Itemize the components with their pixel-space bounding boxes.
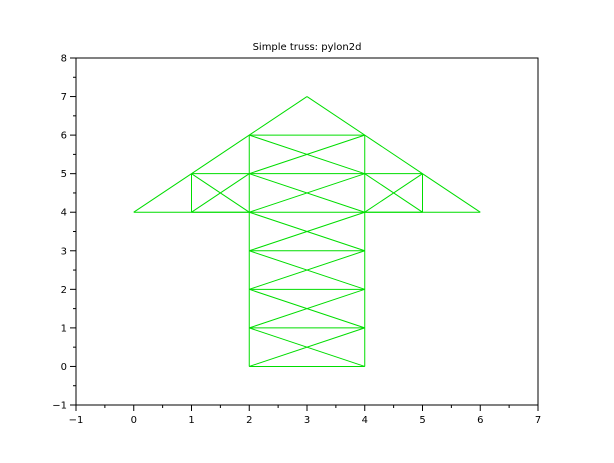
y-axis: −1 0 1 2 3 4 5 6 7 8 — [52, 54, 76, 412]
truss-member — [422, 173, 481, 213]
x-tick-label: 3 — [304, 415, 310, 426]
truss-member — [306, 96, 423, 175]
truss-member — [364, 173, 423, 213]
truss-member — [249, 211, 365, 252]
y-tick-label: 8 — [61, 54, 67, 65]
x-tick-label: 5 — [419, 415, 425, 426]
truss-member — [249, 288, 365, 329]
x-tick-label: 0 — [131, 415, 137, 426]
y-tick-label: 4 — [61, 208, 67, 219]
truss-member — [191, 173, 250, 213]
truss-member — [133, 173, 192, 213]
x-tick-label: 6 — [477, 415, 483, 426]
x-tick-label: 1 — [188, 415, 194, 426]
truss-member — [191, 96, 308, 175]
truss-member — [249, 134, 365, 175]
truss-member — [249, 173, 365, 213]
y-tick-label: −1 — [52, 401, 67, 412]
y-tick-label: 5 — [61, 169, 67, 180]
y-tick-label: 1 — [61, 323, 67, 334]
y-tick-label: 6 — [61, 131, 67, 142]
y-tick-label: 2 — [61, 285, 67, 296]
chart-title: Simple truss: pylon2d — [253, 42, 362, 53]
y-tick-label: 7 — [61, 92, 67, 103]
x-tick-label: 7 — [535, 415, 541, 426]
x-tick-label: 4 — [362, 415, 368, 426]
x-tick-label: 2 — [246, 415, 252, 426]
y-tick-label: 3 — [61, 246, 67, 257]
x-tick-label: −1 — [69, 415, 84, 426]
x-axis: −1 0 1 2 3 4 5 6 7 — [69, 405, 541, 426]
truss-member — [249, 250, 365, 290]
y-tick-label: 0 — [61, 362, 67, 373]
truss-series — [133, 96, 481, 367]
truss-member — [249, 327, 365, 367]
